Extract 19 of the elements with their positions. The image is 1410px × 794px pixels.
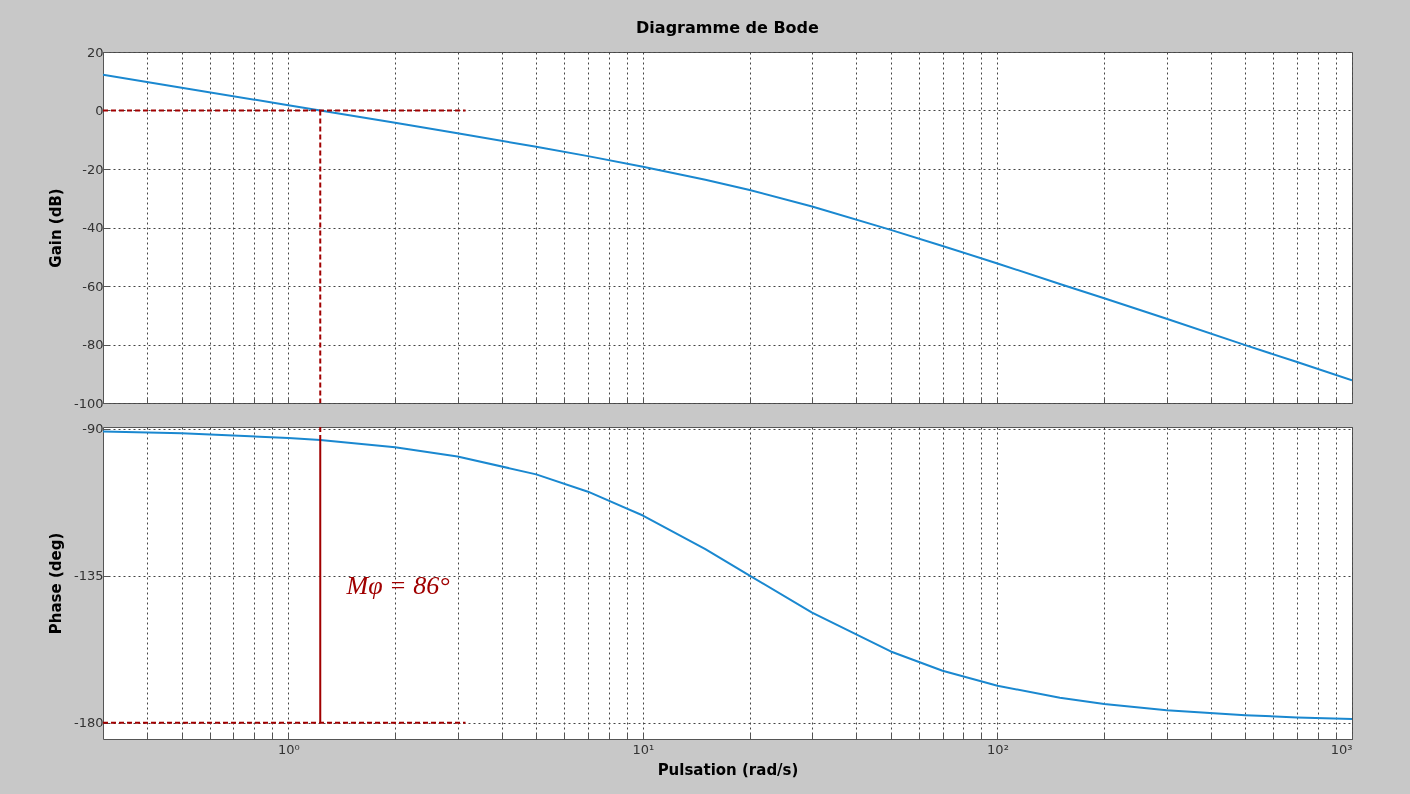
y-tick-label: -135: [73, 568, 104, 584]
y-tick-label: -100: [73, 395, 104, 411]
y-tick-label: -40: [82, 220, 104, 235]
x-axis-title: Pulsation (rad/s): [657, 760, 799, 779]
chart-title: Diagramme de Bode: [636, 18, 820, 37]
y-tick-label: -180: [73, 715, 104, 731]
y-axis-title: Gain (dB): [47, 188, 65, 268]
y-tick-label: 20: [86, 44, 104, 60]
y-tick-label: -60: [82, 278, 104, 294]
y-tick-label: -20: [82, 161, 104, 177]
y-tick-label: 0: [95, 103, 104, 118]
x-tick-label: 10²: [987, 741, 1009, 757]
annotation: Mφ = 86°: [345, 571, 450, 601]
x-tick-label: 10⁰: [278, 741, 300, 757]
x-tick-label: 10³: [1330, 741, 1353, 757]
y-axis-title: Phase (deg): [47, 532, 65, 635]
x-tick-label: 10¹: [632, 741, 655, 757]
y-tick-label: -80: [82, 337, 104, 352]
y-tick-label: -90: [82, 421, 104, 437]
